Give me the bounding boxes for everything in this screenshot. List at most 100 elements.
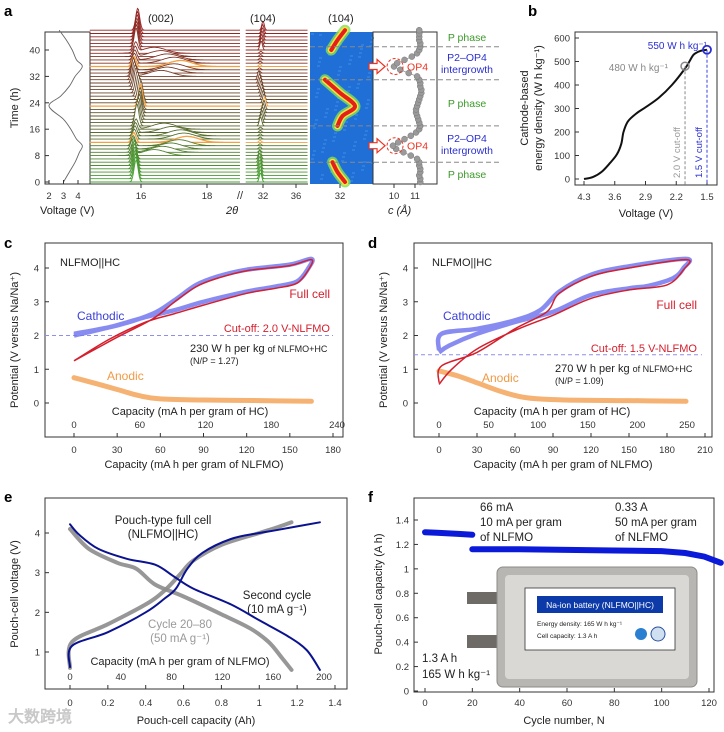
- xrd-002-pattern-line: [89, 143, 242, 157]
- heatmap-noise: [323, 143, 326, 145]
- xrd-104-pattern-line: [245, 73, 308, 84]
- xrd-104-pattern-line: [245, 33, 308, 44]
- plot-frame: [413, 497, 715, 693]
- heatmap-noise: [349, 59, 352, 61]
- y-tick-label: 3: [35, 568, 40, 579]
- panel-d: NLFMO||HC Cathodic Full cell Cut-off: 1.…: [378, 242, 713, 471]
- arrow-right-icon: [368, 58, 386, 75]
- xrd-002-pattern-line: [89, 82, 242, 107]
- x-tick-label: 180: [325, 445, 341, 456]
- xrd-002-pattern-line: [89, 18, 242, 41]
- specific-capacity-tick-label: 120: [214, 672, 230, 683]
- xrd-104-pattern-line: [245, 27, 308, 38]
- heatmap-noise: [352, 149, 355, 151]
- op4-highlight-circle: [386, 58, 404, 75]
- hc-tick-label: 240: [329, 420, 345, 431]
- np-ratio-label: (N/P = 1.27): [190, 356, 239, 366]
- y-tick-label: 0: [34, 399, 39, 410]
- full-cell-curve: [437, 258, 691, 385]
- xrd-002-pattern-line: [89, 55, 242, 68]
- full-cell-curve: [73, 258, 314, 362]
- y-tick-label: 1.4: [396, 516, 409, 527]
- y-tick-label: 0.4: [396, 638, 409, 649]
- xrd-104-pattern-line: [245, 37, 308, 48]
- c-param-point: [389, 142, 397, 149]
- xrd-002-pattern-line: [89, 80, 242, 104]
- phase-label-line2: intergrowth: [441, 145, 493, 157]
- x-tick-label: 20: [467, 698, 478, 709]
- xrd-104-pattern-line: [245, 146, 308, 150]
- x-tick-label: 60: [155, 445, 166, 456]
- voltage-time-curve: [48, 29, 83, 183]
- capacity-series: [422, 529, 476, 538]
- x-tick-label: 0.4: [139, 698, 152, 709]
- c-param-plot-frame: [372, 31, 438, 185]
- x-tick-label: 150: [282, 445, 298, 456]
- xrd-002-pattern-line: [89, 142, 242, 166]
- x-tick-label: 150: [621, 445, 637, 456]
- heatmap-noise: [343, 129, 346, 131]
- plot-frame: [44, 242, 344, 438]
- xrd-002-title: (002): [148, 13, 174, 25]
- x-tick-label: 4.3: [577, 192, 590, 203]
- battery-tab: [467, 592, 503, 604]
- panel-e: Pouch-type full cell (NLFMO||HC) Second …: [8, 497, 348, 727]
- x-tick-label: 0: [71, 445, 76, 456]
- y-tick-label: 4: [34, 264, 39, 275]
- energy-axis-label-line2: energy density (W h kg⁻¹): [533, 45, 545, 171]
- x-tick-label: 2: [46, 191, 51, 202]
- x-tick-label: 210: [697, 445, 713, 456]
- voltage-axis-label: Voltage (V): [619, 208, 673, 220]
- heatmap-noise: [314, 123, 317, 125]
- x-tick-label: 120: [701, 698, 717, 709]
- specific-capacity-axis-label: Capacity (mA h per gram of NLFMO): [90, 656, 269, 668]
- x-tick-label: 32: [335, 191, 346, 202]
- xrd-002-pattern-line: [89, 92, 242, 117]
- watermark: 大数跨境: [8, 707, 72, 726]
- xrd-002-pattern-line: [89, 56, 242, 81]
- y-tick-label: 100: [554, 151, 570, 162]
- y-tick-label: 300: [554, 104, 570, 115]
- xrd-002-pattern-line: [89, 100, 242, 124]
- xrd-104-pattern-line: [245, 113, 308, 124]
- hc-tick-label: 150: [580, 420, 596, 431]
- x-tick-label: 30: [472, 445, 483, 456]
- y-tick-label: 0.8: [396, 589, 409, 600]
- y-tick-label: 3: [403, 297, 408, 308]
- rate2-current: 0.33 A: [615, 502, 648, 514]
- heatmap-noise: [334, 109, 337, 111]
- heatmap-noise: [324, 116, 327, 118]
- pouch-voltage-axis-label: Pouch-cell voltage (V): [9, 540, 21, 648]
- heatmap-ridge-peak: [329, 28, 347, 52]
- xrd-002-pattern-line: [89, 13, 242, 38]
- c-param-point: [408, 53, 416, 60]
- heatmap-noise: [313, 150, 316, 152]
- x-tick-label: 40: [514, 698, 525, 709]
- rate1-current: 66 mA: [480, 502, 514, 514]
- y-tick-label: 1: [403, 365, 408, 376]
- x-tick-label: 100: [654, 698, 670, 709]
- xrd-104-pattern-line: [245, 149, 308, 160]
- xrd-002-pattern-line: [89, 138, 242, 163]
- x-tick-label: 0: [67, 698, 72, 709]
- y-tick-label: 600: [554, 34, 570, 45]
- panel-label-b: b: [528, 3, 537, 20]
- potential-axis-label: Potential (V versus Na/Na⁺): [378, 272, 390, 408]
- cutoff-label: Cut-off: 2.0 V-NLFMO: [224, 323, 331, 335]
- x-tick-label: 0.6: [177, 698, 190, 709]
- x-tick-label: 180: [659, 445, 675, 456]
- two-theta-axis-label: 2θ: [225, 205, 238, 217]
- heatmap-noise: [338, 70, 341, 72]
- energy-value: 270 W h per kg: [555, 363, 630, 375]
- x-tick-label: 10: [389, 191, 400, 202]
- heatmap-noise: [368, 72, 371, 74]
- heatmap-noise: [369, 45, 372, 47]
- rate1-specific: 10 mA per gram: [480, 517, 562, 529]
- xrd-104-pattern-line: [245, 90, 308, 100]
- xrd-104-pattern-line: [245, 96, 308, 107]
- x-tick-label: 90: [198, 445, 209, 456]
- xrd-104-pattern-line: [245, 103, 308, 114]
- c-param-point: [407, 152, 415, 159]
- panel-label-c: c: [4, 235, 12, 252]
